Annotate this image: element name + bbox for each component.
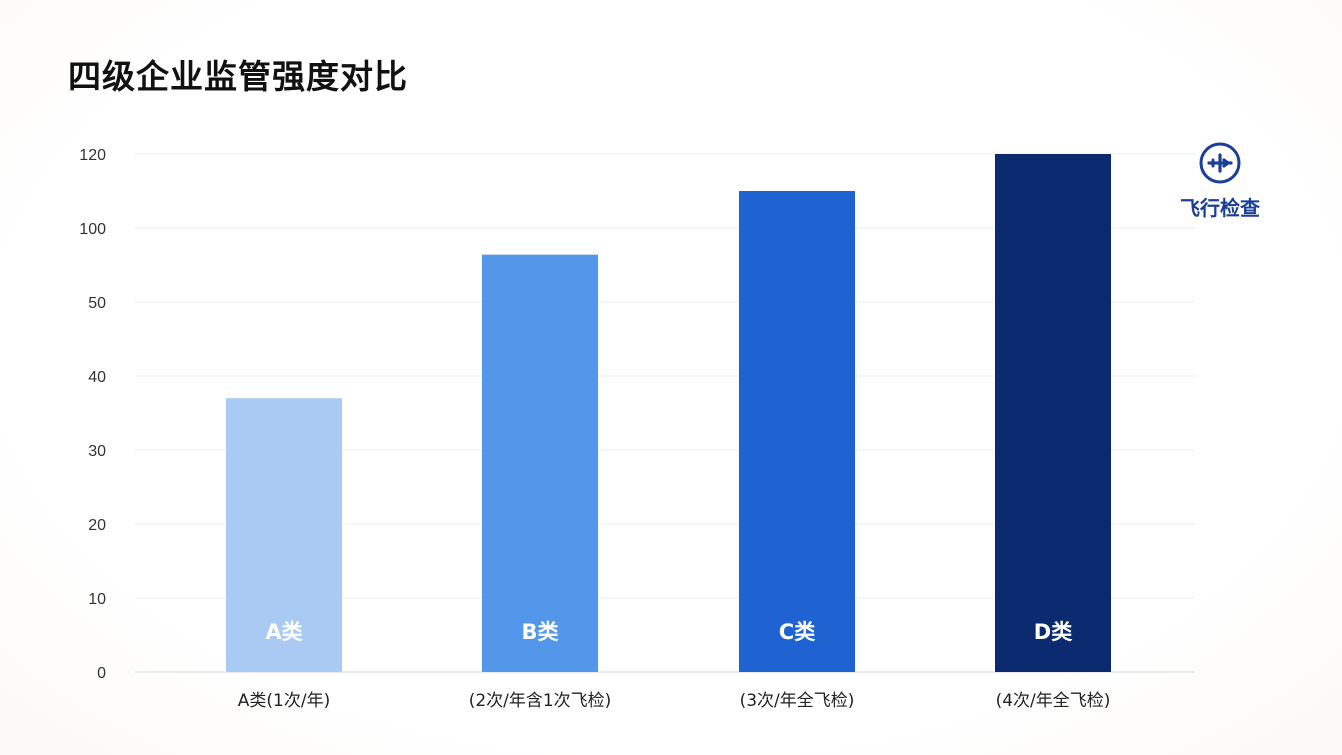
y-tick-label: 120 bbox=[79, 147, 106, 164]
x-category-label: (2次/年含1次飞检) bbox=[469, 691, 612, 711]
bar bbox=[226, 398, 342, 672]
y-tick-label: 30 bbox=[88, 443, 106, 460]
y-tick-label: 50 bbox=[88, 295, 106, 312]
bar bbox=[995, 154, 1111, 672]
legend: 飞行检查 bbox=[1168, 140, 1272, 221]
x-category-label: (3次/年全飞检) bbox=[740, 691, 855, 711]
bar-label: C类 bbox=[779, 620, 816, 644]
legend-label: 飞行检查 bbox=[1180, 196, 1260, 220]
x-category-label: A类(1次/年) bbox=[238, 691, 330, 711]
bar bbox=[739, 191, 855, 672]
bar-label: A类 bbox=[265, 620, 303, 644]
y-tick-label: 100 bbox=[79, 221, 106, 238]
y-tick-label: 40 bbox=[88, 369, 106, 386]
x-axis-labels: A类(1次/年) (2次/年含1次飞检) (3次/年全飞检) (4次/年全飞检) bbox=[238, 691, 1111, 711]
bar-label: D类 bbox=[1034, 620, 1073, 644]
y-axis-ticks: 0 10 20 30 40 50 100 120 bbox=[79, 147, 106, 682]
bar bbox=[482, 254, 598, 672]
airplane-icon bbox=[1199, 142, 1241, 184]
y-tick-label: 10 bbox=[88, 591, 106, 608]
y-tick-label: 0 bbox=[97, 665, 106, 682]
page-title: 四级企业监管强度对比 bbox=[68, 57, 408, 96]
x-category-label: (4次/年全飞检) bbox=[996, 691, 1111, 711]
bar-label: B类 bbox=[521, 620, 559, 644]
bars: A类 B类 C类 D类 bbox=[226, 154, 1111, 672]
y-tick-label: 20 bbox=[88, 517, 106, 534]
